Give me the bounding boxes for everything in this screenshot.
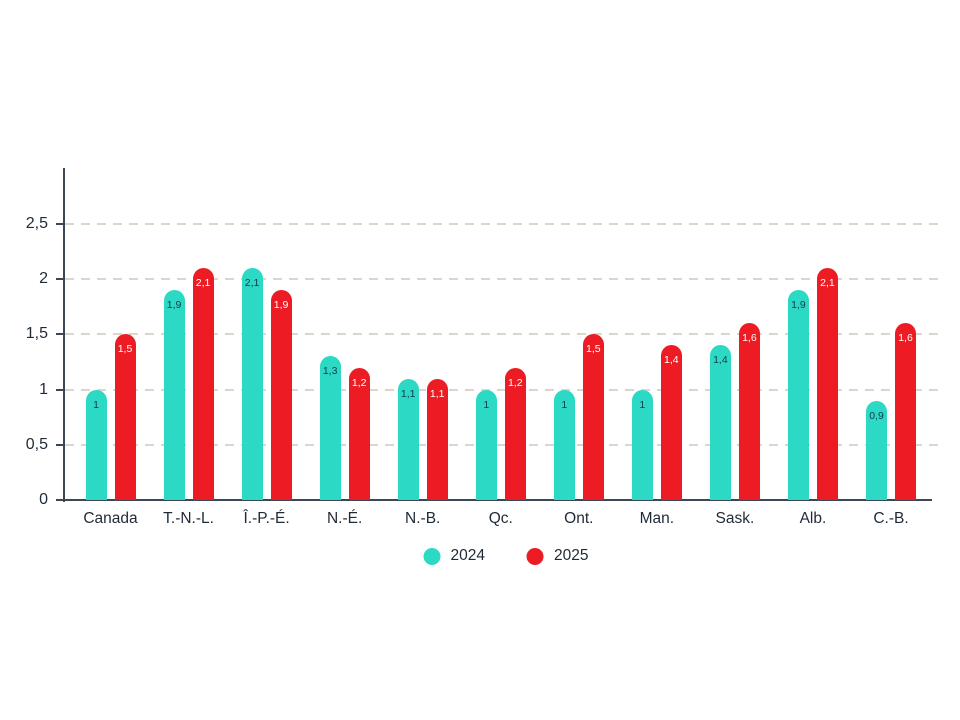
y-axis-label: 0,5 [25,435,48,453]
bar-value-label: 1,1 [429,387,445,400]
bar-2024: 1,4 [709,345,731,500]
x-axis-label: N.-B. [405,510,441,527]
bar-2024: 1,9 [787,290,809,500]
bar-2025: 1,4 [660,345,682,500]
x-axis-label: Alb. [799,510,827,527]
bar-value-label: 1,4 [713,354,728,367]
gridline [65,333,940,336]
bar-2024: 1,9 [163,290,185,500]
y-axis-line [63,168,65,502]
bar-2024: 2,1 [241,268,263,500]
bar-value-label: 1,9 [791,299,806,312]
bar-value-label: 1,1 [400,387,416,400]
legend-item: 2025 [527,547,588,565]
y-axis-tick [56,443,63,446]
bar-2025: 1,6 [895,323,916,500]
bar-2025: 1,5 [582,334,604,500]
bar-value-label: 1,5 [117,343,133,356]
y-axis-label: 0 [39,491,48,508]
bar-value-label: 2,1 [820,277,835,290]
bar-2025: 1,2 [504,367,526,500]
bar-2024: 0,9 [866,400,887,500]
bar-value-label: 1 [483,398,490,411]
bar-value-label: 1 [639,398,646,411]
bar-value-label: 1,6 [742,332,757,345]
x-axis-label: Canada [83,510,138,527]
bar-value-label: 1,9 [166,299,182,312]
bar-2025: 1,6 [738,323,760,500]
bar-value-label: 1,6 [898,332,913,345]
y-axis-label: 1 [39,380,48,398]
y-axis-label: 1,5 [25,325,48,343]
bar-value-label: 2,1 [195,277,211,290]
bar-2024: 1 [85,389,107,500]
legend-label: 2025 [554,547,589,564]
bar-2024: 1 [553,389,575,500]
x-axis-label: Î.-P.-É. [243,510,290,527]
bar-value-label: 1,9 [273,299,289,312]
bar-2025: 1,2 [348,367,370,500]
bar-value-label: 2,1 [244,277,260,290]
bar-2024: 1 [631,389,653,500]
bar-2024: 1,3 [319,356,341,500]
x-axis-label: C.-B. [873,510,909,527]
y-axis-tick [56,333,63,336]
y-axis-tick [56,388,63,391]
bar-2025: 1,9 [270,290,292,500]
bar-value-label: 1,3 [322,365,338,378]
legend-label: 2024 [450,547,485,564]
bar-2025: 2,1 [816,268,838,500]
x-axis-label: Man. [639,510,675,527]
legend-swatch-icon [527,547,544,565]
bar-value-label: 1,2 [351,376,367,389]
bar-2024: 1 [475,389,497,500]
bar-value-label: 1 [561,398,568,411]
bar-2025: 1,5 [114,334,136,500]
x-axis-line [56,499,932,501]
chart-legend: 2024 2025 [423,547,588,565]
bar-value-label: 1,4 [664,354,679,367]
bar-value-label: 0,9 [869,409,884,422]
gridline [65,388,940,391]
bar-value-label: 1,2 [507,376,523,389]
legend-item: 2024 [423,547,485,565]
y-axis-tick [56,223,63,225]
legend-swatch-icon [423,547,441,565]
x-axis-label: T.-N.-L. [163,510,214,527]
gridline [65,443,940,446]
y-axis-label: 2,5 [25,215,48,232]
bar-2025: 2,1 [192,268,214,500]
bar-value-label: 1 [93,398,99,411]
x-axis-label: N.-É. [326,510,363,527]
bar-value-label: 1,5 [585,343,601,356]
y-axis-label: 2 [39,270,48,288]
x-axis-label: Sask. [715,510,755,527]
bar-2025: 1,1 [426,378,448,500]
x-axis-label: Qc. [488,510,513,527]
y-axis-tick [56,278,63,281]
x-axis-label: Ont. [564,510,594,527]
bar-2024: 1,1 [397,378,419,500]
gridline [65,223,940,225]
gridline [65,278,940,281]
